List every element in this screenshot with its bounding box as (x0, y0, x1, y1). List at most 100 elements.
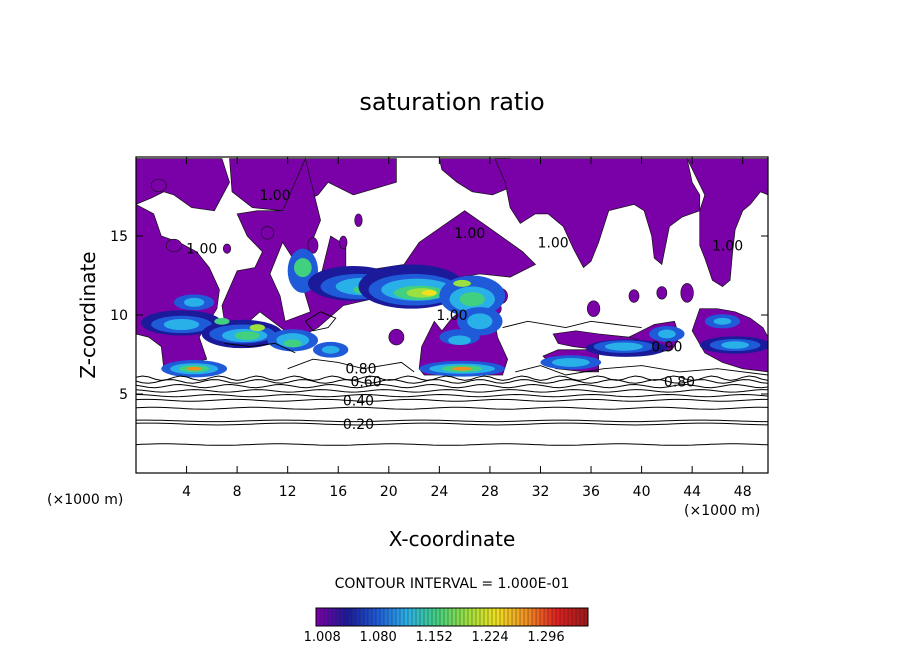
chart-title: saturation ratio (359, 88, 545, 116)
colorbar-cell (408, 608, 413, 626)
colorbar-cell (500, 608, 505, 626)
colorbar-cell (564, 608, 569, 626)
contour-fragment (515, 365, 768, 376)
supersaturation-band (214, 317, 230, 325)
x-tick-label: 44 (683, 484, 701, 500)
x-tick-label: 12 (279, 484, 297, 500)
colorbar-cell (412, 608, 417, 626)
y-tick-label: 10 (110, 308, 128, 324)
x-tick-label: 36 (582, 484, 600, 500)
colorbar-cell (420, 608, 425, 626)
contour-label: 0.90 (651, 340, 682, 356)
colorbar-label: 1.152 (416, 630, 453, 645)
colorbar-cell (444, 608, 449, 626)
saturated-patch (388, 328, 405, 346)
colorbar-cell (464, 608, 469, 626)
contour-fragment (287, 358, 415, 373)
colorbar-cell (512, 608, 517, 626)
colorbar-cell (324, 608, 329, 626)
x-axis: 4 8 12 16 20 24 28 32 36 40 44 48 (182, 157, 752, 500)
colorbar-cell (396, 608, 401, 626)
colorbar-cell (436, 608, 441, 626)
colorbar-cell (400, 608, 405, 626)
saturated-region (136, 204, 220, 370)
saturated-patch (260, 226, 275, 240)
colorbar-cell (404, 608, 409, 626)
contour-line (136, 422, 768, 426)
colorbar-cell (584, 608, 589, 626)
colorbar-cell (548, 608, 553, 626)
colorbar-cell (496, 608, 501, 626)
saturated-patch (166, 238, 182, 253)
colorbar-label: 1.008 (304, 630, 341, 645)
colorbar-cell (520, 608, 525, 626)
contour-line (136, 379, 768, 384)
colorbar-cell (364, 608, 369, 626)
x-unit-left: (×1000 m) (47, 492, 124, 508)
saturated-patch (680, 283, 694, 303)
colorbar-cell (348, 608, 353, 626)
colorbar-cell (388, 608, 393, 626)
supersaturation-band (234, 331, 260, 340)
supersaturation-band (459, 292, 485, 307)
colorbar-cell (544, 608, 549, 626)
colorbar-cell (536, 608, 541, 626)
saturated-region (686, 158, 768, 287)
x-tick-label: 4 (182, 484, 191, 500)
colorbar-cell (508, 608, 513, 626)
colorbar-cell (332, 608, 337, 626)
colorbar-cell (568, 608, 573, 626)
supersaturation-band (453, 279, 471, 287)
colorbar: 1.008 1.080 1.152 1.224 1.296 (304, 607, 589, 645)
colorbar-cell (320, 608, 325, 626)
colorbar-cell (572, 608, 577, 626)
saturated-patch (656, 286, 668, 300)
contour-line (136, 406, 768, 410)
contour-line (136, 443, 768, 446)
saturated-patch (150, 178, 167, 193)
supersaturation-band (658, 329, 676, 339)
x-axis-label: X-coordinate (388, 527, 516, 551)
x-tick-label: 48 (734, 484, 752, 500)
x-tick-label: 40 (633, 484, 651, 500)
supersaturation-band (321, 345, 340, 354)
colorbar-cell (428, 608, 433, 626)
colorbar-cell (488, 608, 493, 626)
colorbar-cell (524, 608, 529, 626)
colorbar-frame (315, 607, 589, 627)
saturated-region (221, 157, 537, 351)
contour-fragment (305, 311, 337, 332)
contour-label: 0.40 (343, 393, 374, 409)
colorbar-cell (476, 608, 481, 626)
contour-labels: 0.200.400.600.800.800.901.001.001.001.00… (186, 188, 743, 433)
contour-line (136, 393, 768, 398)
contour-label: 1.00 (712, 238, 743, 254)
contour-interval-text: CONTOUR INTERVAL = 1.000E-01 (334, 576, 570, 592)
colorbar-cell (556, 608, 561, 626)
contour-label: 0.60 (350, 374, 381, 390)
colorbar-cell (316, 608, 321, 626)
colorbar-cell (468, 608, 473, 626)
y-axis: 5 10 15 (110, 229, 768, 403)
supersaturation-band (551, 357, 590, 367)
contour-label: 1.00 (454, 226, 485, 242)
colorbar-cell (440, 608, 445, 626)
colorbar-cell (372, 608, 377, 626)
contour-line (136, 383, 768, 389)
contour-line (136, 375, 768, 381)
colorbar-cell (380, 608, 385, 626)
saturated-region (136, 158, 230, 212)
colorbar-cell (504, 608, 509, 626)
colorbar-cell (472, 608, 477, 626)
supersaturation-band (294, 258, 312, 278)
colorbar-cell (432, 608, 437, 626)
colorbar-label: 1.080 (360, 630, 397, 645)
saturated-region (494, 158, 701, 269)
colorbar-cell (516, 608, 521, 626)
saturated-region (229, 158, 397, 212)
colorbar-cell (460, 608, 465, 626)
contour-label: 1.00 (436, 308, 467, 324)
supersaturation-band (604, 342, 643, 351)
contour-line (136, 389, 768, 393)
